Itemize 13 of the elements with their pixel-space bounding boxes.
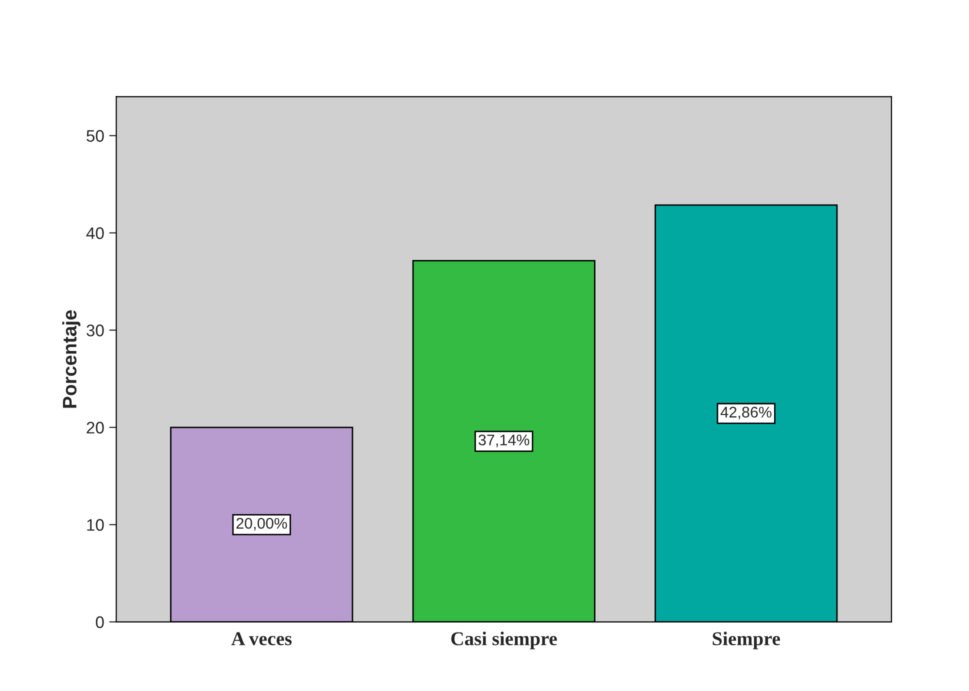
- data-label: 20,00%: [236, 518, 287, 531]
- x-tick-label: A veces: [231, 632, 292, 646]
- data-label: 42,86%: [720, 406, 772, 420]
- x-tick-label: Casi siempre: [451, 632, 557, 650]
- y-tick-label: 40: [86, 227, 104, 240]
- y-tick-label: 30: [86, 324, 104, 336]
- data-label: 37,14%: [478, 434, 530, 448]
- y-tick-label: 10: [87, 519, 104, 531]
- x-tick-label: Siempre: [712, 632, 780, 650]
- y-tick-label: 0: [96, 616, 104, 628]
- y-tick-label: 20: [86, 422, 104, 434]
- y-axis-title: Porcentaje: [62, 310, 80, 408]
- y-tick-label: 50: [86, 130, 104, 142]
